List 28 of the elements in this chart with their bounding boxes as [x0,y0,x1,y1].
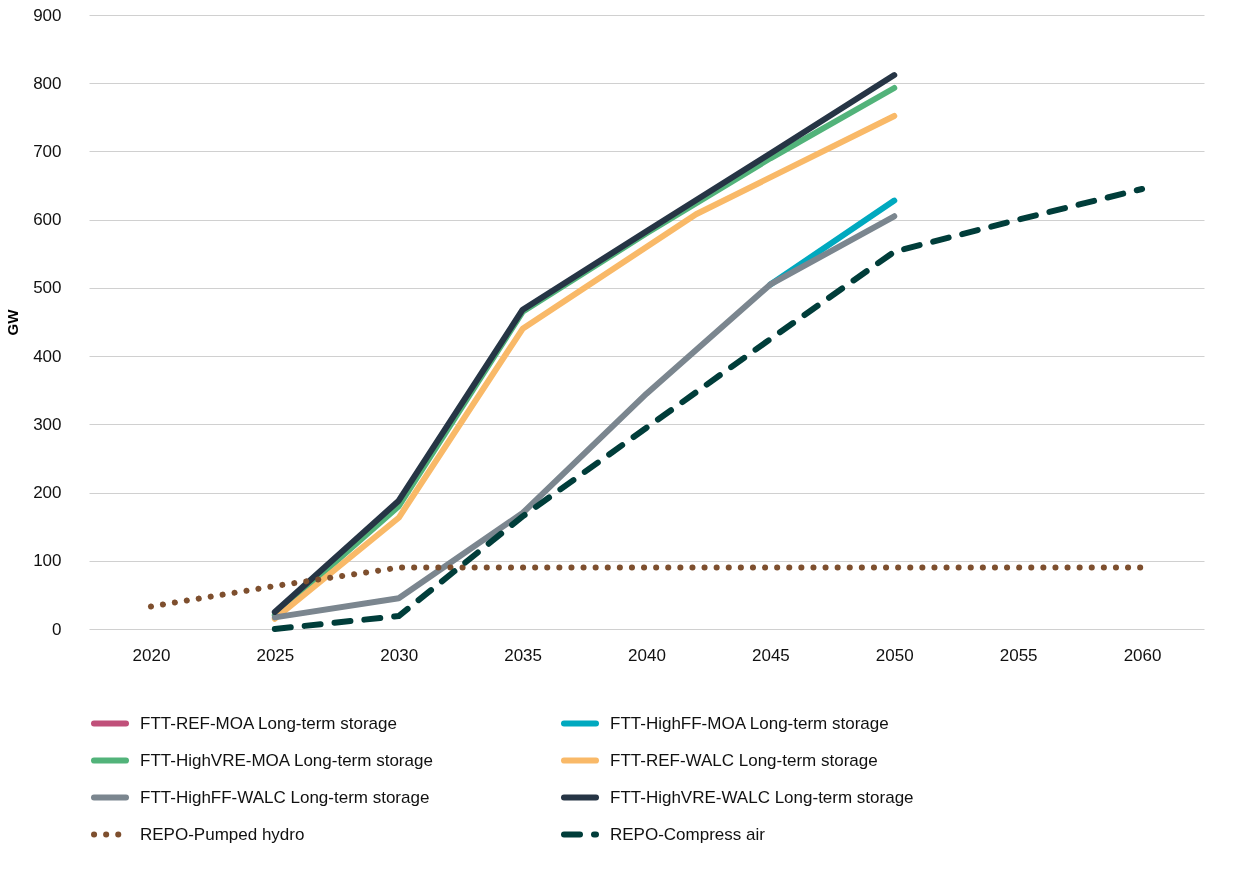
x-tick-label: 2050 [875,645,914,665]
legend-label: FTT-HighFF-WALC Long-term storage [140,787,430,807]
y-tick-label: 600 [33,210,62,230]
legend-label: REPO-Pumped hydro [140,824,305,844]
y-tick-label: 100 [33,551,62,571]
y-tick-label: 700 [33,141,62,161]
legend-label: FTT-REF-WALC Long-term storage [610,750,878,770]
y-tick-label: 900 [33,5,62,25]
x-tick-label: 2020 [132,645,171,665]
y-tick-label: 300 [33,414,62,434]
x-tick-label: 2030 [380,645,419,665]
x-tick-label: 2035 [504,645,543,665]
legend-label: FTT-HighVRE-WALC Long-term storage [610,787,914,807]
y-tick-label: 0 [52,619,62,639]
x-tick-label: 2025 [256,645,295,665]
legend-label: FTT-HighVRE-MOA Long-term storage [140,750,433,770]
legend-label: REPO-Compress air [610,824,766,844]
y-axis-title: GW [4,308,22,336]
y-tick-label: 500 [33,278,62,298]
y-tick-label: 800 [33,73,62,93]
legend-label: FTT-HighFF-MOA Long-term storage [610,713,889,733]
x-tick-label: 2040 [628,645,666,665]
y-tick-label: 200 [33,483,62,503]
x-tick-label: 2060 [1123,645,1162,665]
legend-label: FTT-REF-MOA Long-term storage [140,713,397,733]
x-tick-label: 2045 [751,645,790,665]
y-tick-label: 400 [33,346,62,366]
x-tick-label: 2055 [999,645,1038,665]
